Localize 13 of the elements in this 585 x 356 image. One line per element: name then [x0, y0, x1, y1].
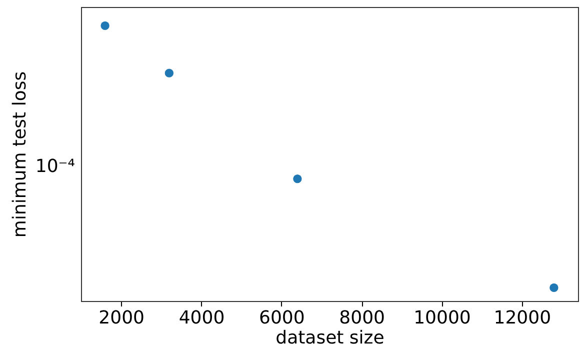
x-tick-label: 10000 [414, 308, 471, 328]
y-axis-title: minimum test loss [10, 71, 30, 238]
x-tick-label: 2000 [98, 308, 144, 328]
text: 10⁻⁴ [35, 156, 75, 177]
point [164, 68, 174, 78]
point [100, 21, 110, 30]
x-tick-label: 4000 [178, 308, 225, 328]
point [293, 174, 302, 184]
point [550, 283, 558, 292]
x-tick-label: 8000 [339, 308, 385, 328]
x-tick-label: 12000 [494, 308, 552, 328]
x-tick-label: 6000 [258, 308, 305, 328]
x-axis-title: dataset size [276, 328, 384, 348]
